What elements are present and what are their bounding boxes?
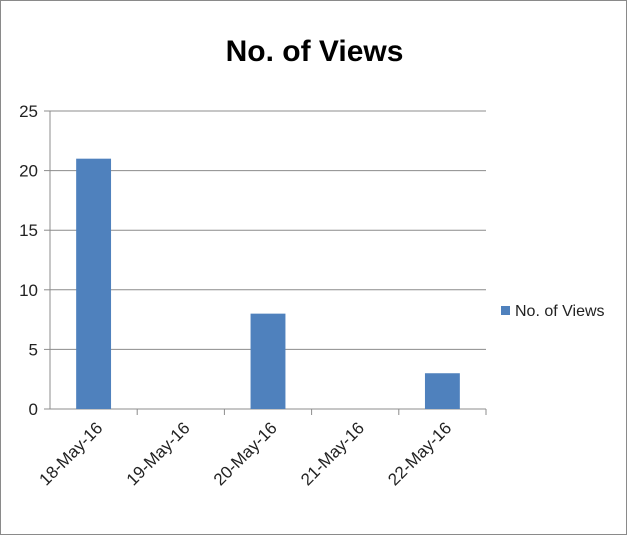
legend-swatch: [501, 306, 510, 315]
y-tick-label: 20: [19, 162, 38, 181]
x-tick-label: 19-May-16: [123, 418, 194, 489]
y-tick-label: 10: [19, 281, 38, 300]
x-tick-label: 18-May-16: [36, 418, 107, 489]
bar: [250, 313, 286, 409]
x-tick-label: 20-May-16: [210, 418, 281, 489]
x-tick-label: 21-May-16: [297, 418, 368, 489]
chart-title: No. of Views: [225, 35, 404, 68]
y-tick-label: 15: [19, 221, 38, 240]
y-tick-label: 5: [29, 340, 38, 359]
legend-label: No. of Views: [515, 303, 605, 320]
y-tick-label: 25: [19, 102, 38, 121]
bar: [424, 373, 460, 409]
bar: [76, 158, 112, 409]
y-tick-label: 0: [29, 400, 38, 419]
x-tick-label: 22-May-16: [384, 418, 455, 489]
